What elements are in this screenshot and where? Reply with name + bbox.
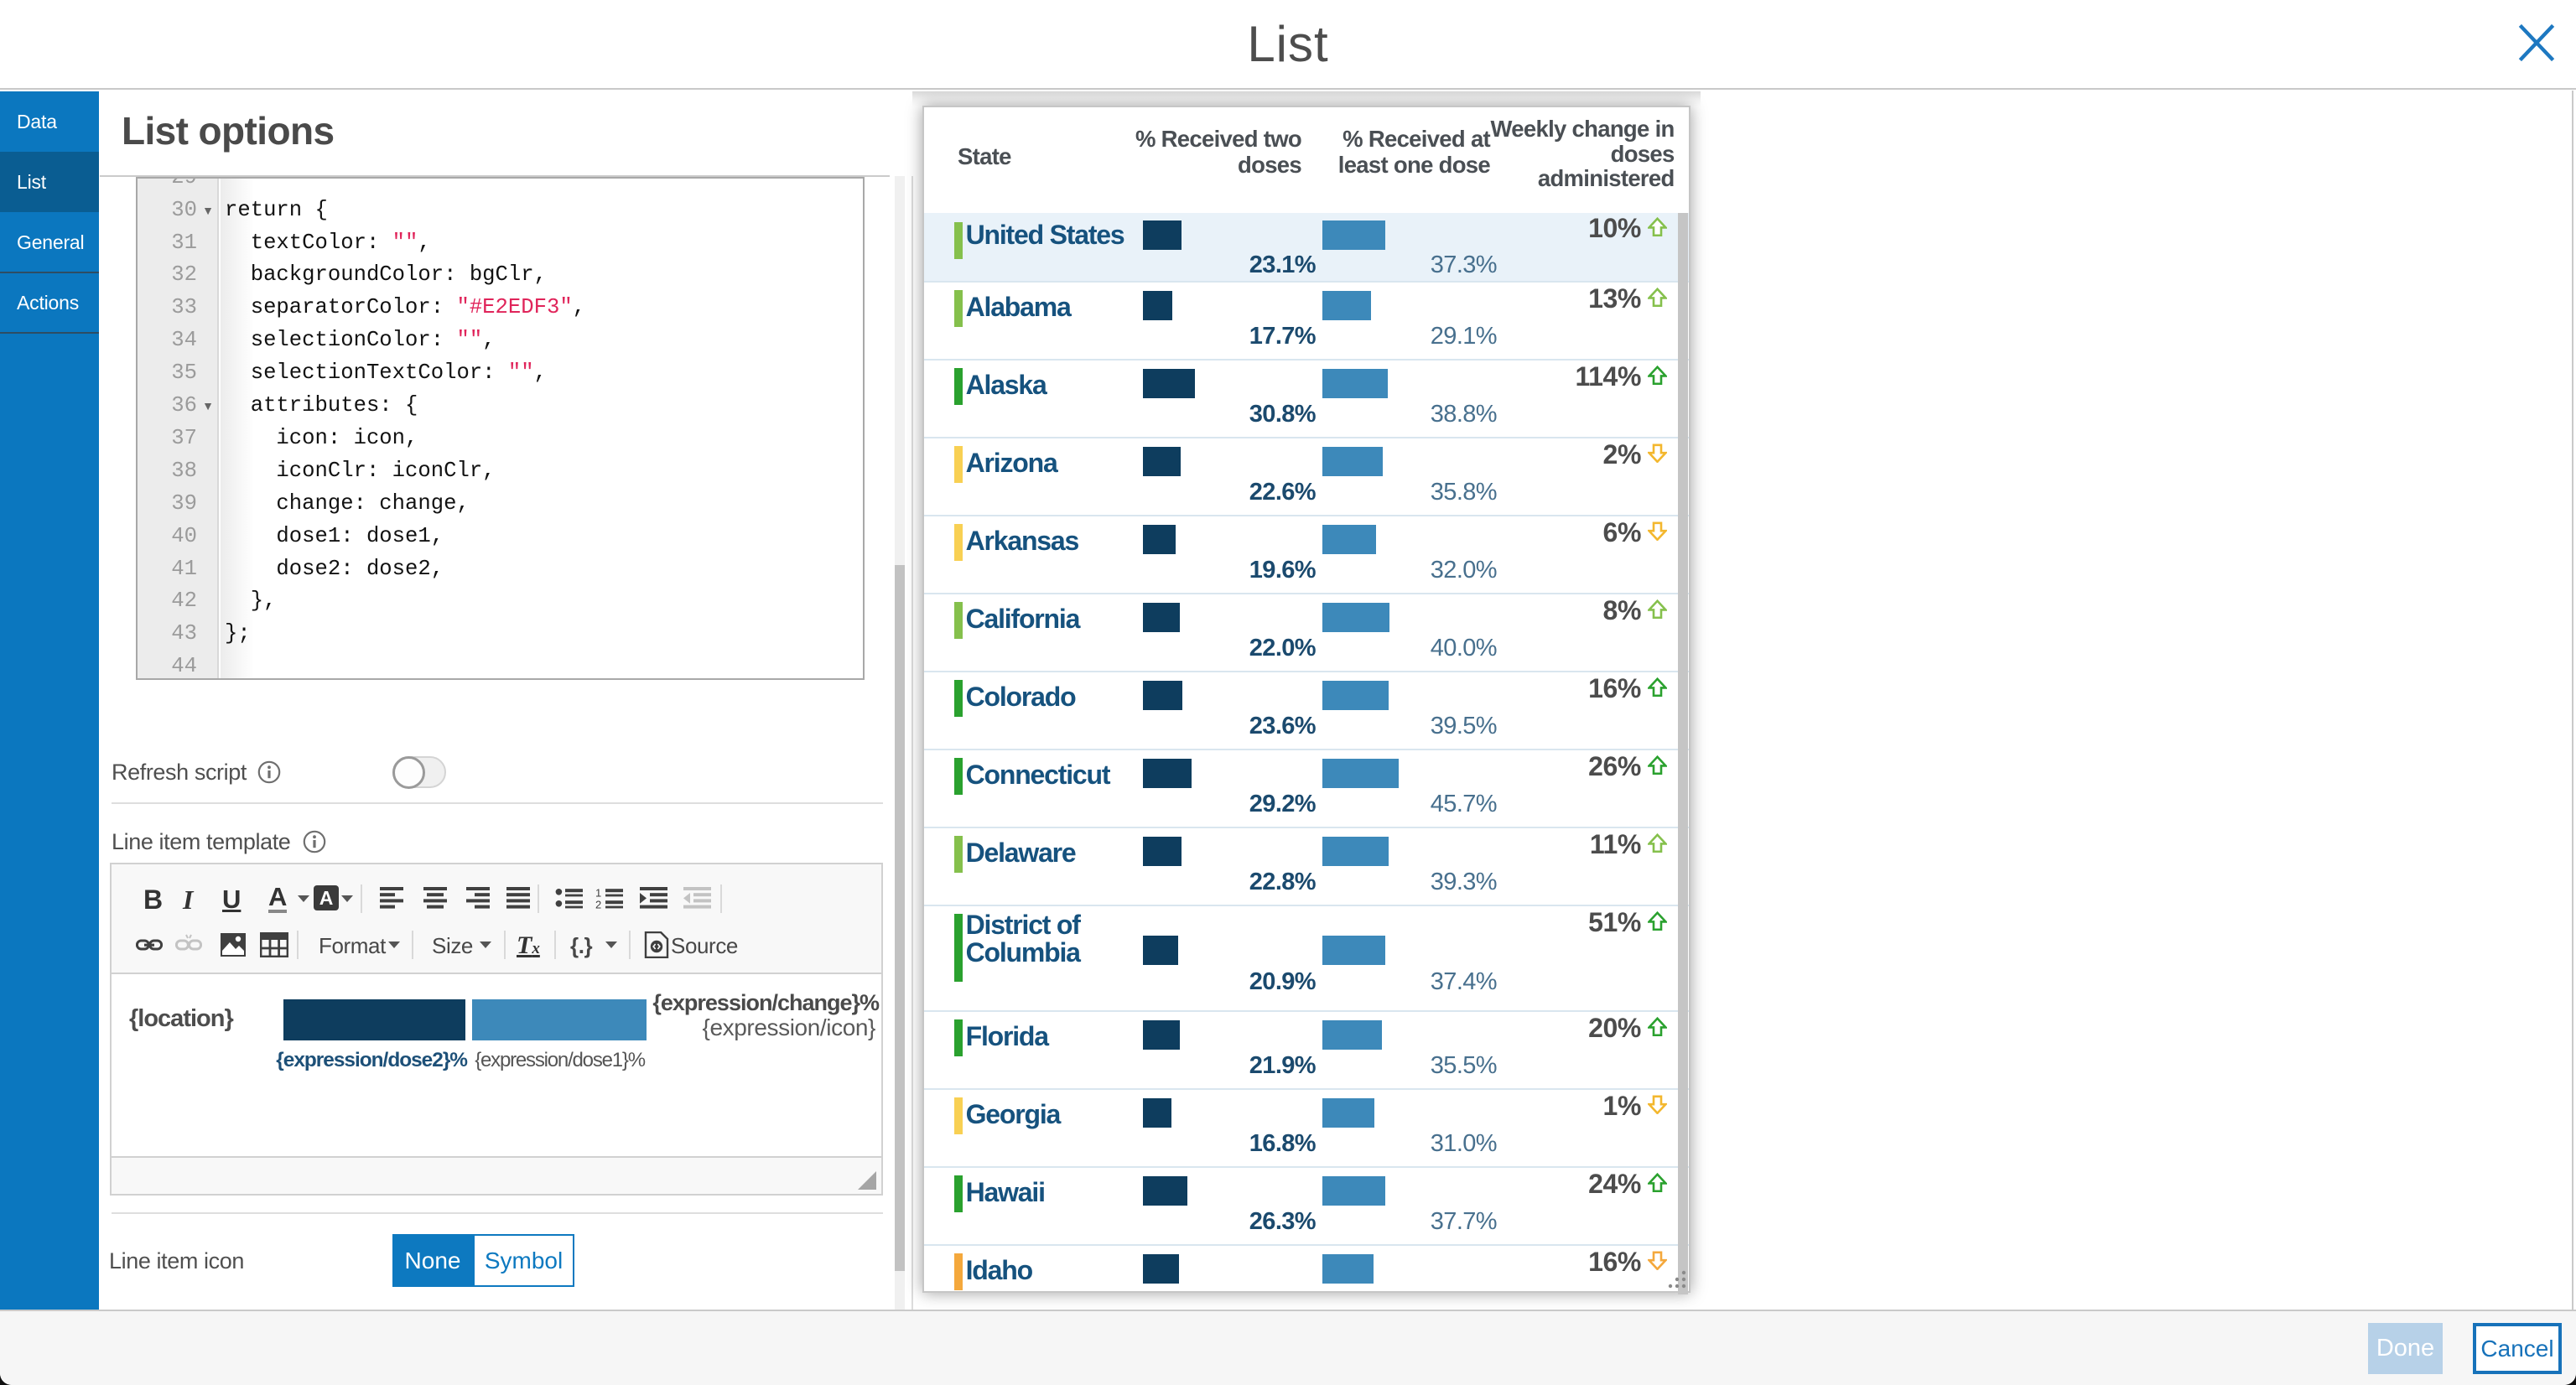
svg-text:2: 2 [595,898,601,910]
svg-text:1: 1 [595,886,601,899]
